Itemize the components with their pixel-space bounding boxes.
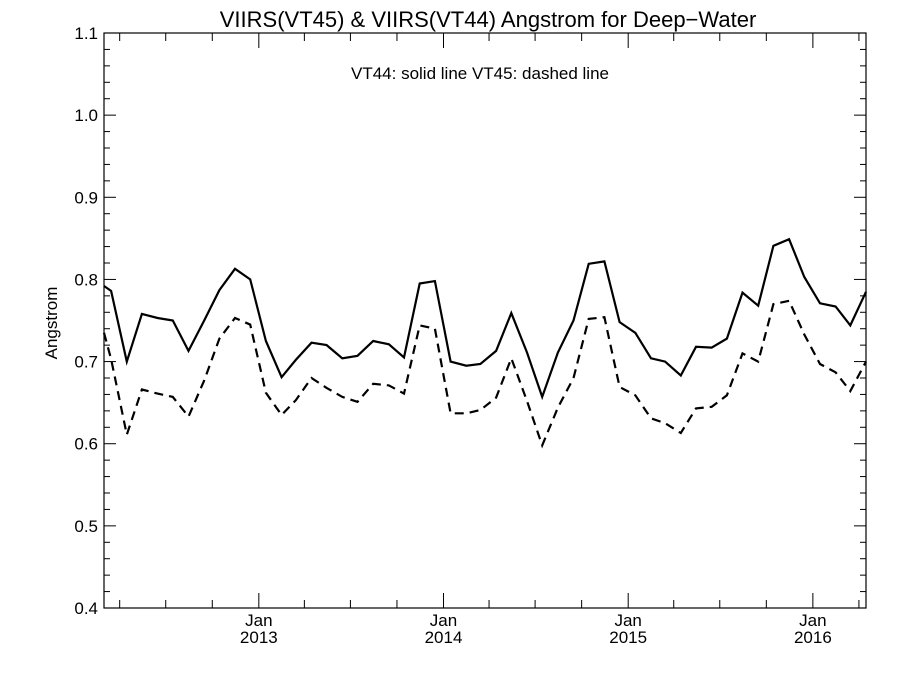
series-line-vt44 [103,237,867,401]
line-style-legend: VT44: solid line VT45: dashed line [351,64,609,83]
plot-frame [103,32,867,609]
y-tick-label: 0.6 [74,435,98,454]
y-tick-label: 1.1 [74,24,98,43]
x-tick-year: 2016 [794,628,832,647]
y-axis-ticks: 0.4 0.5 0.6 0.7 0.8 0.9 1.0 1.1 [74,24,866,618]
y-tick-label: 0.7 [74,353,98,372]
x-tick-month: Jan [799,611,826,630]
x-tick-year: 2013 [240,628,278,647]
x-tick-month: Jan [614,611,641,630]
data-series [102,237,867,449]
x-tick-month: Jan [430,611,457,630]
x-tick-month: Jan [245,611,272,630]
x-tick-year: 2015 [609,628,647,647]
y-tick-label: 0.8 [74,270,98,289]
x-tick-year: 2014 [425,628,463,647]
y-tick-label: 0.9 [74,188,98,207]
y-tick-label: 1.0 [74,106,98,125]
y-tick-label: 0.4 [74,599,98,618]
chart-title: VIIRS(VT45) & VIIRS(VT44) Angstrom for D… [220,7,757,32]
y-tick-label: 0.5 [74,517,98,536]
y-axis-label: Angstrom [42,287,61,360]
series-line-vt45 [102,299,867,449]
